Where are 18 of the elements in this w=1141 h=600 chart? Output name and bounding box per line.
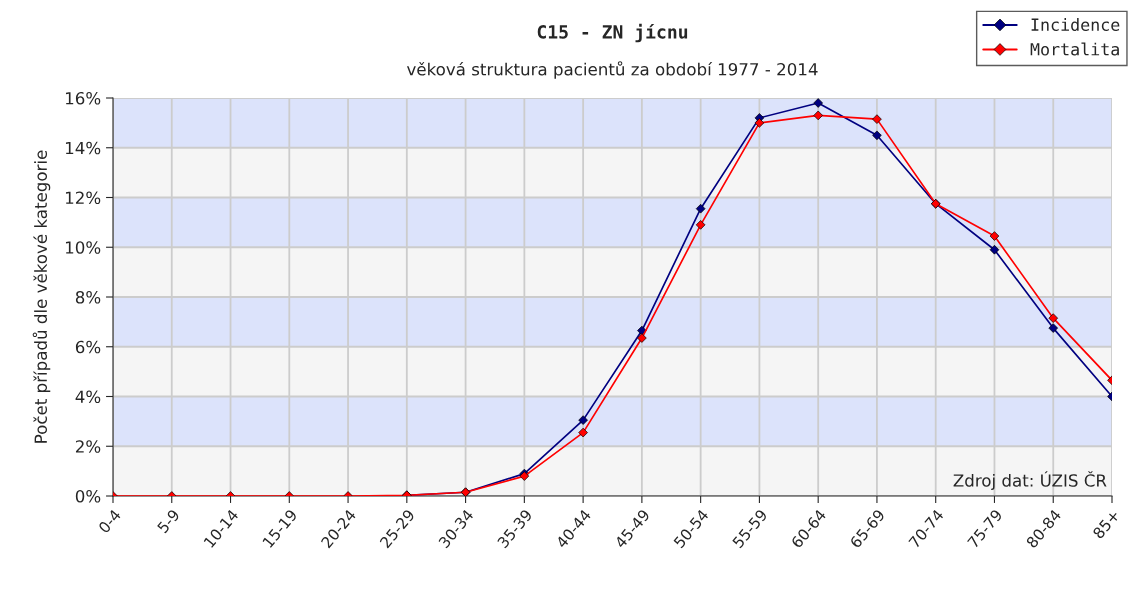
x-tick-label: 5-9 <box>156 508 181 534</box>
y-tick-label: 0% <box>75 489 101 503</box>
y-tick-label: 8% <box>75 290 101 304</box>
annotation: Zdroj dat: ÚZIS ČR <box>953 471 1107 491</box>
y-tick-label: 10% <box>65 241 101 254</box>
x-tick-label: 85+ <box>1092 509 1121 540</box>
y-tick-label: 2% <box>75 440 101 453</box>
y-axis-title: Počet případů dle věkové kategorie <box>32 150 51 443</box>
y-tick-label: 16% <box>65 91 101 105</box>
x-tick-label: 0-4 <box>97 508 122 534</box>
legend-label: Mortalita <box>1030 42 1119 56</box>
legend-label: Incidence <box>1031 18 1120 31</box>
y-tick-label: 12% <box>65 191 101 205</box>
chart-title: C15 - ZN jícnu <box>537 23 688 43</box>
y-tick-label: 4% <box>75 390 101 404</box>
chart-subtitle: věková struktura pacientů za období 1977 - 2014 <box>406 61 818 79</box>
y-tick-label: 6% <box>75 340 101 354</box>
y-tick-label: 14% <box>65 141 101 155</box>
